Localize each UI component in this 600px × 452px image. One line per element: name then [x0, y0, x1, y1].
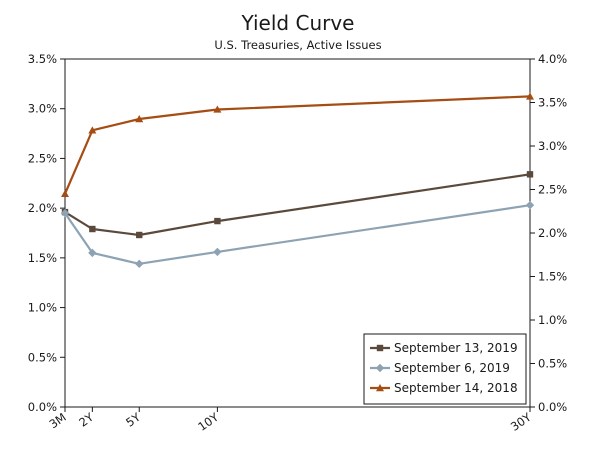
legend-label: September 14, 2018 [394, 381, 518, 395]
x-axis-tick-label: 5Y [123, 409, 144, 429]
x-axis-tick-label: 30Y [508, 409, 535, 433]
left-axis-tick-label: 1.5% [28, 251, 57, 265]
right-axis-tick-label: 0.0% [538, 400, 567, 414]
x-axis-tick-label: 10Y [195, 409, 222, 433]
legend-label: September 13, 2019 [394, 341, 518, 355]
left-axis-tick-label: 0.5% [28, 350, 57, 364]
data-point [136, 231, 143, 239]
right-axis-tick-label: 2.0% [538, 226, 567, 240]
left-axis-tick-label: 1.0% [28, 301, 57, 315]
data-point [526, 92, 534, 100]
right-axis-tick-label: 3.5% [538, 96, 567, 110]
data-point [60, 208, 70, 218]
right-axis-tick-label: 2.5% [538, 183, 567, 197]
data-point [213, 105, 222, 113]
data-point [526, 171, 534, 178]
right-axis-tick-label: 4.0% [538, 52, 567, 66]
data-point [135, 115, 144, 123]
legend-swatch-marker [375, 363, 385, 373]
data-point [61, 189, 69, 198]
legend-swatch-marker [376, 344, 384, 352]
legend-label: September 6, 2019 [394, 361, 510, 375]
x-axis-tick-label: 2Y [76, 409, 97, 429]
left-axis-tick-label: 2.5% [28, 151, 57, 165]
data-point [525, 200, 535, 210]
chart-title: Yield Curve [241, 11, 355, 35]
data-point [214, 217, 221, 225]
data-point [88, 248, 97, 258]
right-axis-tick-label: 0.5% [538, 357, 567, 371]
legend-box [363, 333, 527, 405]
series-line [63, 95, 531, 195]
right-axis-tick-label: 1.5% [538, 270, 567, 284]
data-point [89, 225, 96, 233]
chart-subtitle: U.S. Treasuries, Active Issues [214, 38, 381, 52]
right-axis-tick-label: 3.0% [538, 139, 567, 153]
left-axis-tick-label: 0.0% [28, 400, 57, 414]
right-axis-tick-label: 1.0% [538, 313, 567, 327]
left-axis-tick-label: 2.0% [28, 201, 57, 215]
legend: September 13, 2019 September 6, 2019 Septe… [363, 333, 527, 405]
chart-marks: 0.0% 0.5% 1.0% 1.5% 2.0% 2.5% 3.0% 3.5% 0.0% 0.5%… [28, 52, 568, 434]
data-point [213, 247, 222, 257]
data-point [88, 126, 97, 134]
data-point [135, 259, 144, 269]
series-line [64, 173, 531, 237]
left-axis-tick-label: 3.5% [28, 52, 57, 66]
left-axis-tick-label: 3.0% [28, 102, 57, 116]
legend-swatch-marker [376, 384, 384, 392]
